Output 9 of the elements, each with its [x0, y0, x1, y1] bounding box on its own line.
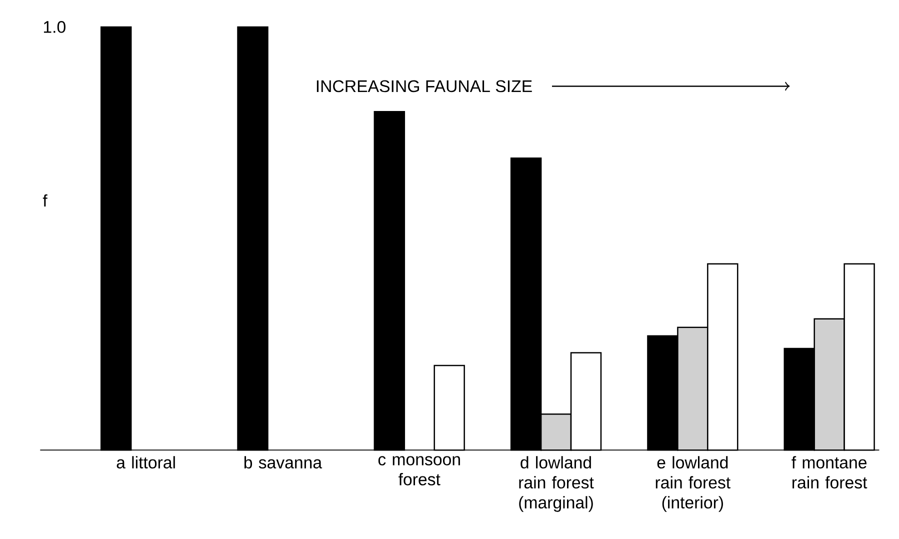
x-tick-label: d lowland rain forest (marginal): [519, 456, 594, 512]
y-axis-title: f: [42, 194, 48, 206]
x-tick-label: c monsoon forest: [378, 456, 460, 486]
x-tick-label: e lowland rain forest (interior): [656, 456, 730, 512]
x-tick-label: f montane rain forest: [792, 456, 868, 488]
x-tick-label: a littoral: [116, 456, 175, 468]
annotation: 1.0: [44, 20, 66, 33]
annotation: INCREASING FAUNAL SIZE: [316, 80, 532, 92]
x-tick-label: b savanna: [244, 456, 322, 468]
